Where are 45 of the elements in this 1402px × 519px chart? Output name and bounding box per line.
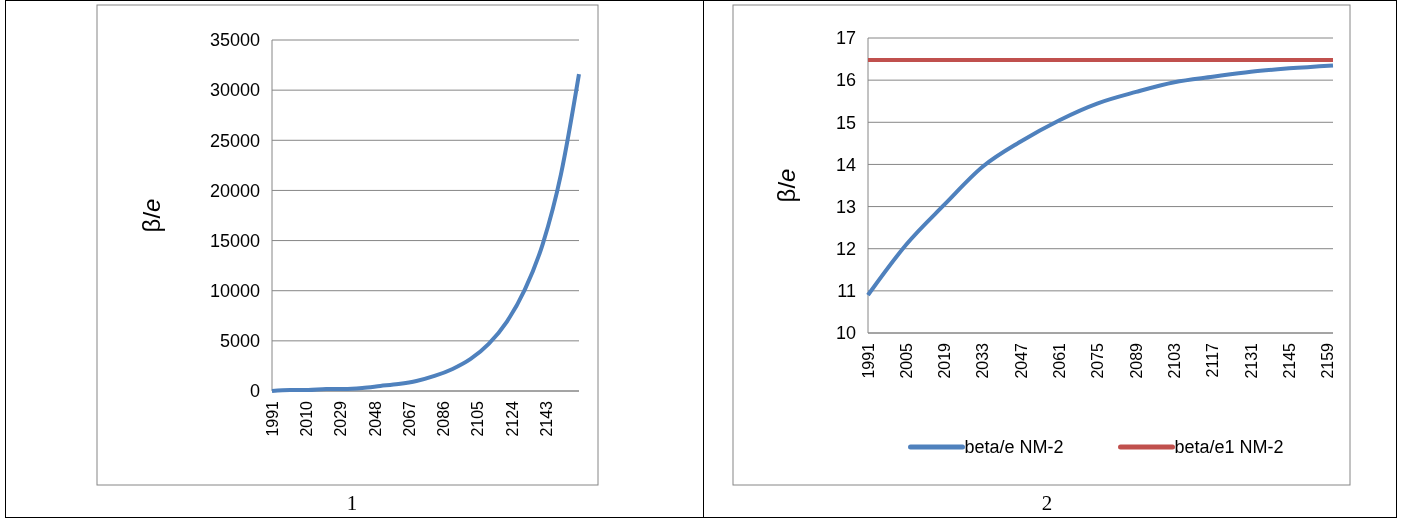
y-tick-label: 16 — [835, 70, 856, 91]
legend-label: beta/e NM-2 — [964, 437, 1064, 458]
x-tick-label: 2061 — [1051, 342, 1069, 379]
x-tick-label: 2047 — [1012, 342, 1030, 379]
x-tick-label: 2029 — [332, 400, 350, 437]
y-tick-label: 30000 — [209, 80, 260, 101]
y-axis-title: β/e — [138, 198, 165, 233]
y-tick-label: 35000 — [209, 30, 260, 51]
y-tick-label: 15 — [835, 112, 856, 133]
x-tick-label: 2124 — [503, 400, 521, 437]
x-tick-label: 2067 — [400, 400, 418, 437]
legend-label: beta/e1 NM-2 — [1174, 437, 1284, 458]
x-tick-label: 2086 — [435, 400, 453, 437]
x-tick-label: 2143 — [538, 400, 556, 437]
y-tick-label: 10 — [835, 323, 856, 344]
y-tick-label: 25000 — [209, 130, 260, 151]
y-tick-label: 15000 — [209, 230, 260, 251]
x-tick-label: 2159 — [1319, 342, 1337, 379]
x-tick-label: 2048 — [366, 400, 384, 437]
x-tick-label: 2010 — [297, 400, 315, 437]
x-tick-label: 2105 — [469, 400, 487, 437]
x-tick-label: 2103 — [1165, 342, 1183, 379]
y-tick-label: 14 — [835, 154, 856, 175]
y-tick-label: 10000 — [209, 281, 260, 302]
x-tick-label: 2005 — [897, 342, 915, 379]
x-tick-label: 2089 — [1127, 342, 1145, 379]
x-tick-label: 1991 — [263, 400, 281, 437]
y-tick-label: 17 — [835, 28, 856, 49]
x-tick-label: 2019 — [936, 342, 954, 379]
x-tick-label: 1991 — [859, 342, 877, 379]
x-tick-label: 2131 — [1242, 342, 1260, 379]
text: 1 — [346, 491, 358, 515]
y-tick-label: 5000 — [219, 331, 260, 352]
x-tick-label: 2145 — [1280, 342, 1298, 379]
y-tick-label: 0 — [249, 381, 260, 402]
text: 2 — [1041, 491, 1053, 515]
y-tick-label: 13 — [835, 196, 856, 217]
y-tick-label: 12 — [835, 239, 856, 260]
x-tick-label: 2117 — [1204, 342, 1222, 378]
x-tick-label: 2033 — [974, 342, 992, 379]
y-axis-title: β/e — [773, 168, 800, 203]
y-tick-label: 20000 — [209, 180, 260, 201]
line-series — [866, 63, 1335, 298]
x-tick-label: 2075 — [1089, 342, 1107, 379]
y-tick-label: 11 — [837, 281, 856, 302]
